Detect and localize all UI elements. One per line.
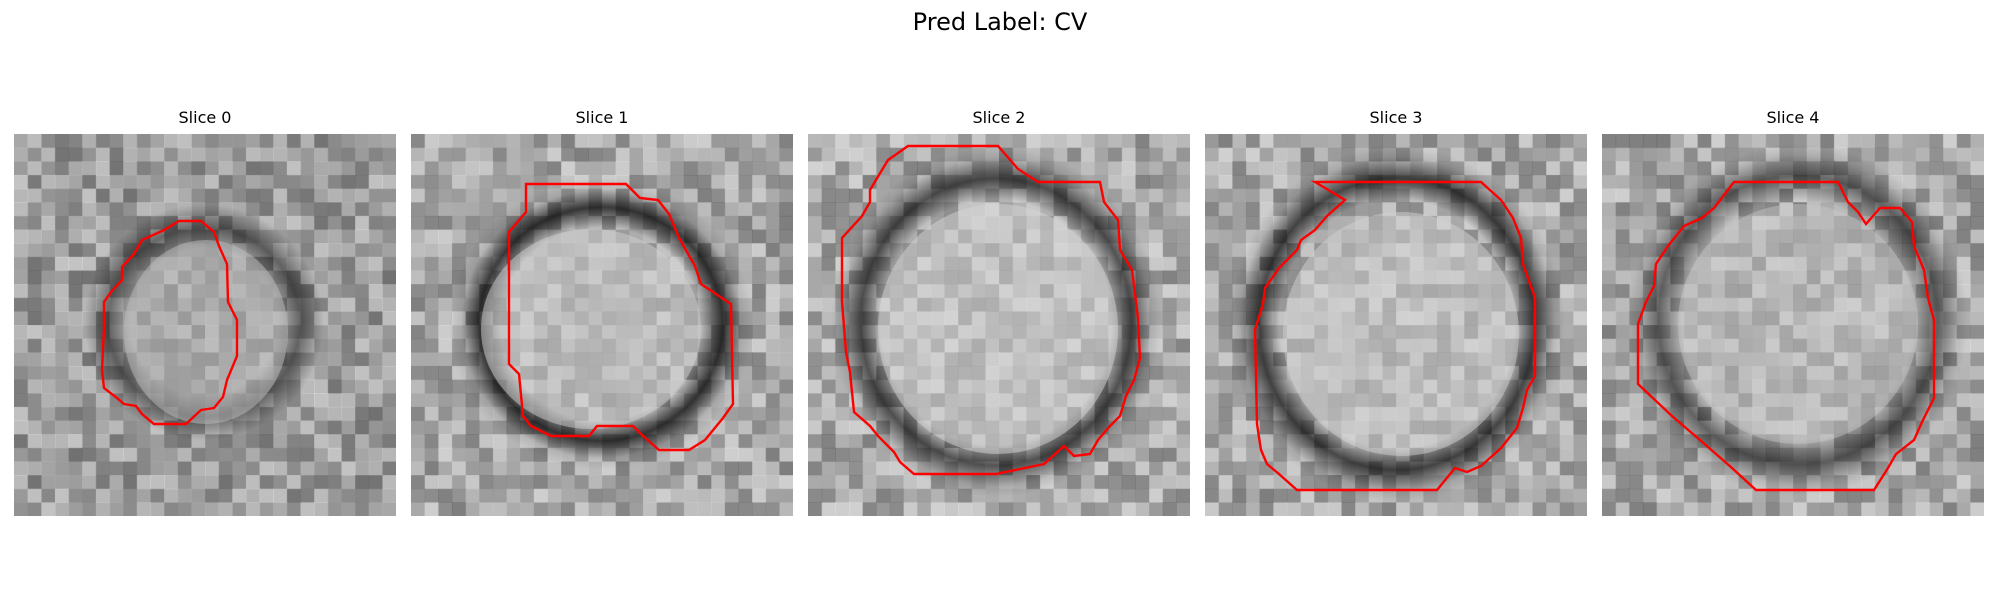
slice-image-svg: [14, 134, 396, 516]
segmentation-contour: [1253, 180, 1537, 492]
figure-title: Pred Label: CV: [912, 8, 1088, 36]
slice-title: Slice 4: [1766, 108, 1820, 127]
slice-image: [1205, 134, 1587, 516]
slice-title: Slice 1: [575, 108, 629, 127]
slice-image-svg: [1602, 134, 1984, 516]
segmentation-contour: [507, 182, 735, 452]
segmentation-contour: [100, 219, 239, 426]
slice-title: Slice 0: [178, 108, 232, 127]
slice-title: Slice 2: [972, 108, 1026, 127]
slice-image: [411, 134, 793, 516]
segmentation-contour: [840, 144, 1142, 476]
slice-image: [808, 134, 1190, 516]
slice-title: Slice 3: [1369, 108, 1423, 127]
slice-image: [1602, 134, 1984, 516]
slice-image: [14, 134, 396, 516]
segmentation-contour: [1636, 180, 1936, 492]
slice-image-svg: [808, 134, 1190, 516]
slice-image-svg: [411, 134, 793, 516]
slice-image-svg: [1205, 134, 1587, 516]
